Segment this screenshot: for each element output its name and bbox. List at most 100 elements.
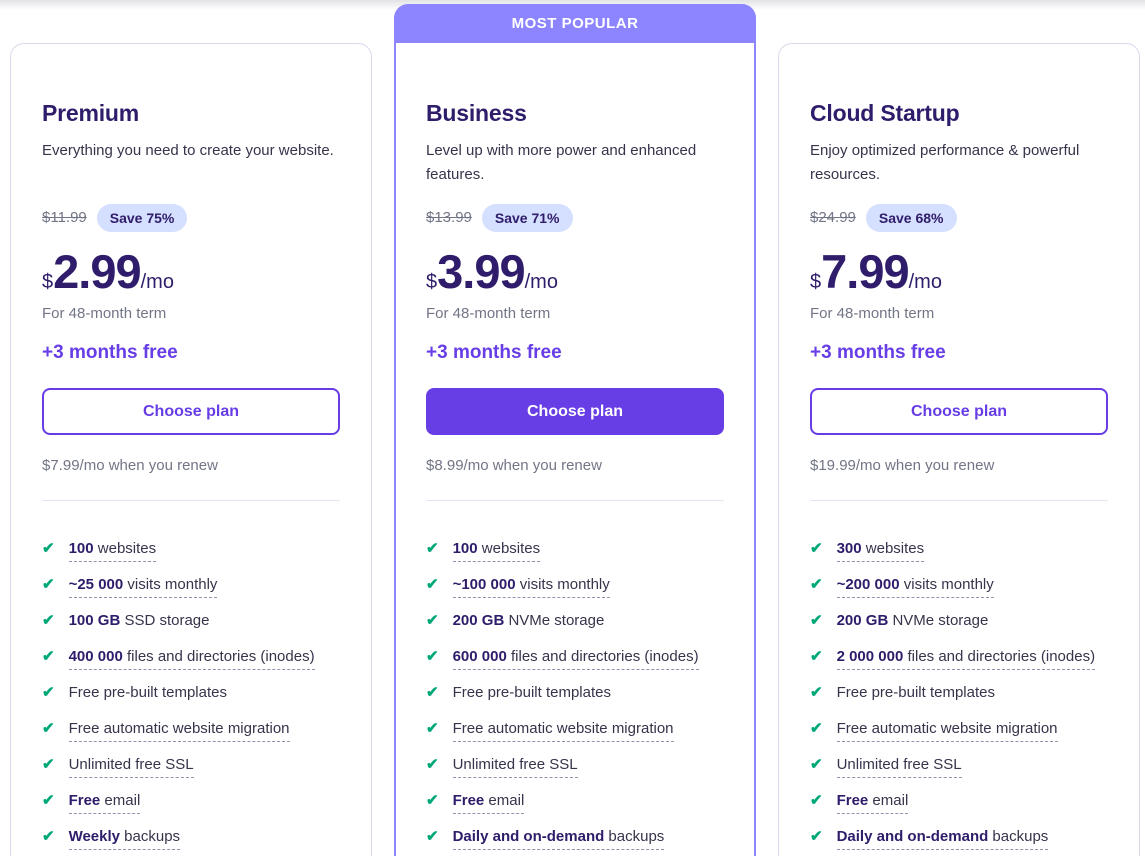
- feature-item: ✔ 400 000 files and directories (inodes): [42, 647, 340, 670]
- plan-title: Cloud Startup: [810, 100, 960, 126]
- save-badge: Save 75%: [96, 203, 188, 232]
- feature-item: ✔ ~200 000 visits monthly: [810, 575, 1108, 598]
- feature-rest: Unlimited free SSL: [452, 756, 578, 773]
- check-icon: ✔: [426, 756, 439, 773]
- plan-price: $ 3.99 /mo: [426, 248, 724, 295]
- feature-text[interactable]: 400 000 files and directories (inodes): [68, 647, 315, 670]
- feature-text[interactable]: 2 000 000 files and directories (inodes): [836, 647, 1096, 670]
- feature-rest: NVMe storage: [504, 612, 605, 629]
- feature-rest: files and directories (inodes): [122, 648, 315, 665]
- plan-card: Premium Everything you need to create yo…: [10, 43, 372, 856]
- old-price: $24.99: [810, 209, 856, 226]
- check-icon: ✔: [42, 720, 55, 737]
- check-icon: ✔: [426, 540, 439, 557]
- plan-column: MOST POPULAR Business Level up with more…: [394, 4, 756, 856]
- feature-highlight: 200 GB: [836, 612, 889, 629]
- feature-rest: email: [484, 792, 525, 809]
- feature-item: ✔ 100 websites: [42, 539, 340, 562]
- plan-title: Premium: [42, 100, 140, 126]
- plan-description: Everything you need to create your websi…: [42, 142, 334, 159]
- term-text: For 48-month term: [810, 305, 935, 322]
- feature-text[interactable]: ~25 000 visits monthly: [68, 575, 218, 598]
- feature-text[interactable]: Daily and on-demand backups: [836, 827, 1049, 850]
- renewal-text: $7.99/mo when you renew: [42, 457, 218, 474]
- feature-highlight: Free: [452, 792, 485, 809]
- feature-rest: Free pre-built templates: [452, 684, 611, 701]
- feature-rest: websites: [93, 540, 157, 557]
- feature-text[interactable]: 300 websites: [836, 539, 925, 562]
- feature-text[interactable]: Free automatic website migration: [452, 719, 674, 742]
- feature-text[interactable]: Daily and on-demand backups: [452, 827, 665, 850]
- choose-plan-button[interactable]: Choose plan: [426, 388, 724, 435]
- feature-text[interactable]: Free automatic website migration: [68, 719, 290, 742]
- plan-card: Cloud Startup Enjoy optimized performanc…: [778, 43, 1140, 856]
- feature-highlight: 100: [68, 540, 94, 557]
- feature-text[interactable]: 600 000 files and directories (inodes): [452, 647, 699, 670]
- price-period: /mo: [908, 271, 942, 293]
- discount-row: $13.99 Save 71%: [426, 203, 724, 232]
- feature-text[interactable]: Free email: [836, 791, 909, 814]
- feature-highlight: 400 000: [68, 648, 123, 665]
- feature-rest: email: [868, 792, 909, 809]
- feature-text[interactable]: 100 websites: [68, 539, 157, 562]
- promo-text: +3 months free: [426, 342, 562, 363]
- feature-highlight: 100: [452, 540, 478, 557]
- feature-rest: files and directories (inodes): [506, 648, 699, 665]
- feature-text[interactable]: Free automatic website migration: [836, 719, 1058, 742]
- check-icon: ✔: [42, 540, 55, 557]
- currency-symbol: $: [42, 271, 54, 293]
- feature-rest: email: [100, 792, 141, 809]
- feature-rest: visits monthly: [123, 576, 218, 593]
- feature-item: ✔ Free email: [426, 791, 724, 814]
- check-icon: ✔: [810, 540, 823, 557]
- feature-rest: websites: [861, 540, 925, 557]
- feature-item: ✔ Weekly backups: [42, 827, 340, 850]
- feature-text: Free pre-built templates: [453, 683, 611, 702]
- feature-text: Free pre-built templates: [69, 683, 227, 702]
- renewal-text: $19.99/mo when you renew: [810, 457, 995, 474]
- plan-price: $ 2.99 /mo: [42, 248, 340, 295]
- feature-text[interactable]: Unlimited free SSL: [836, 755, 962, 778]
- discount-row: $11.99 Save 75%: [42, 203, 340, 232]
- check-icon: ✔: [810, 648, 823, 665]
- feature-text[interactable]: ~100 000 visits monthly: [452, 575, 610, 598]
- choose-plan-button[interactable]: Choose plan: [810, 388, 1108, 435]
- feature-rest: Free pre-built templates: [836, 684, 995, 701]
- feature-item: ✔ Free automatic website migration: [426, 719, 724, 742]
- choose-plan-button[interactable]: Choose plan: [42, 388, 340, 435]
- feature-item: ✔ Daily and on-demand backups: [426, 827, 724, 850]
- feature-highlight: ~200 000: [836, 576, 900, 593]
- check-icon: ✔: [810, 792, 823, 809]
- check-icon: ✔: [42, 576, 55, 593]
- save-badge: Save 68%: [865, 203, 957, 232]
- plan-description: Enjoy optimized performance & powerful r…: [810, 142, 1080, 183]
- feature-text[interactable]: Unlimited free SSL: [68, 755, 194, 778]
- feature-text[interactable]: Free email: [452, 791, 525, 814]
- check-icon: ✔: [810, 576, 823, 593]
- feature-text: 100 GB SSD storage: [69, 611, 210, 630]
- feature-text[interactable]: 100 websites: [452, 539, 541, 562]
- feature-item: ✔ ~100 000 visits monthly: [426, 575, 724, 598]
- feature-text[interactable]: Weekly backups: [68, 827, 181, 850]
- feature-item: ✔ 300 websites: [810, 539, 1108, 562]
- old-price: $13.99: [426, 209, 472, 226]
- feature-text[interactable]: Free email: [68, 791, 141, 814]
- feature-text[interactable]: Unlimited free SSL: [452, 755, 578, 778]
- feature-rest: NVMe storage: [888, 612, 989, 629]
- feature-rest: Free automatic website migration: [452, 720, 674, 737]
- discount-row: $24.99 Save 68%: [810, 203, 1108, 232]
- feature-rest: files and directories (inodes): [903, 648, 1096, 665]
- check-icon: ✔: [42, 684, 55, 701]
- check-icon: ✔: [810, 720, 823, 737]
- feature-rest: visits monthly: [899, 576, 994, 593]
- feature-highlight: 200 GB: [452, 612, 505, 629]
- feature-item: ✔ ~25 000 visits monthly: [42, 575, 340, 598]
- check-icon: ✔: [426, 612, 439, 629]
- currency-symbol: $: [810, 271, 822, 293]
- price-amount: 7.99: [821, 245, 909, 298]
- feature-rest: visits monthly: [515, 576, 610, 593]
- check-icon: ✔: [426, 720, 439, 737]
- feature-item: ✔ Daily and on-demand backups: [810, 827, 1108, 850]
- feature-text[interactable]: ~200 000 visits monthly: [836, 575, 994, 598]
- feature-highlight: Daily and on-demand: [452, 828, 605, 845]
